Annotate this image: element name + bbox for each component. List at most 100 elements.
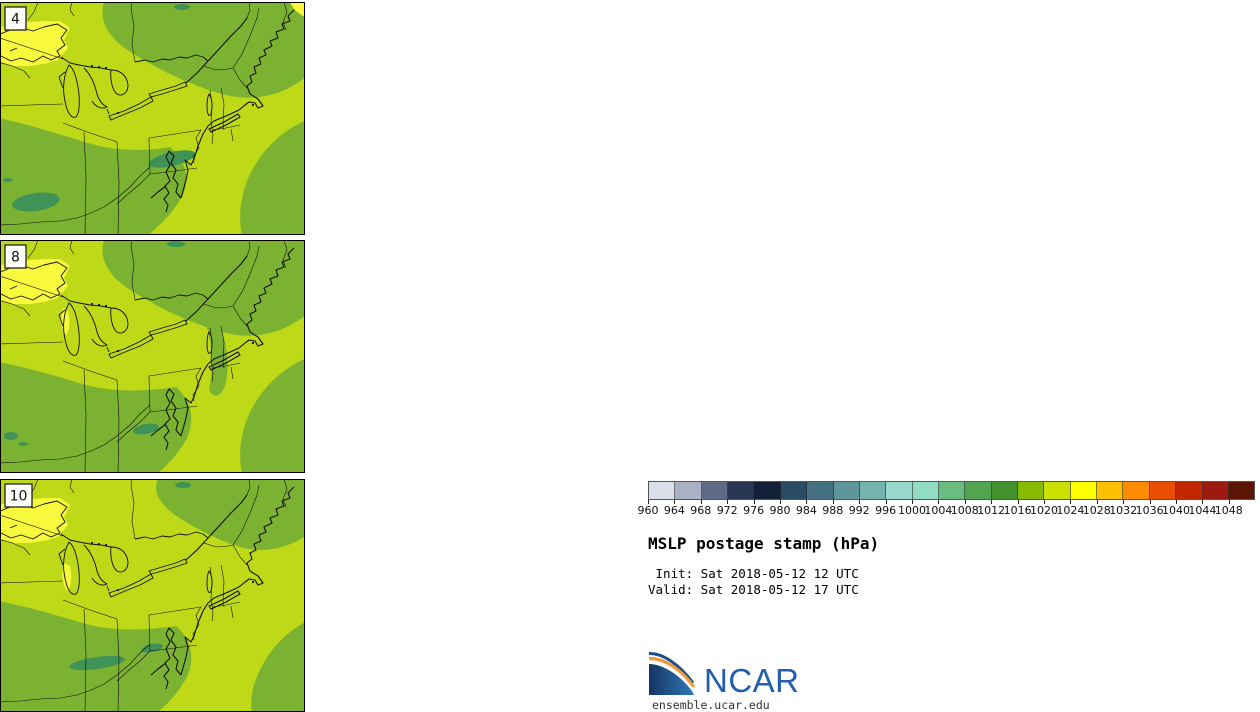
great-lakes-outline	[148, 558, 188, 575]
badge-box	[4, 6, 27, 31]
colorbar-tick-label: 968	[690, 504, 712, 517]
colorbar-tick-label: 996	[875, 504, 897, 517]
member-map-8: 8	[0, 240, 305, 473]
colorbar-segment	[1202, 482, 1229, 499]
coastline	[238, 570, 264, 588]
state-border-line	[220, 564, 225, 608]
colorbar-tick-label: 1008	[950, 504, 979, 517]
great-lakes-outline	[206, 570, 213, 594]
state-border-line	[83, 608, 87, 712]
colorbar-tick	[806, 500, 808, 504]
island-dot	[90, 64, 94, 68]
great-lakes-outline	[63, 64, 80, 118]
state-border-line	[220, 325, 225, 369]
colorbar-tick-label: 1016	[1003, 504, 1032, 517]
state-border-line	[116, 141, 120, 235]
state-border-line	[203, 65, 234, 71]
coastline	[208, 351, 241, 371]
colorbar-tick	[832, 500, 834, 504]
state-border-line	[149, 405, 198, 413]
island-dot	[116, 588, 120, 592]
state-border-line	[230, 605, 234, 619]
coastline	[238, 331, 264, 349]
valid-time: Valid: Sat 2018-05-12 17 UTC	[648, 581, 859, 597]
colorbar-segment	[886, 482, 913, 499]
colorbar-segment	[1149, 482, 1177, 499]
logo-swoosh-body	[649, 664, 694, 695]
state-border-line	[148, 375, 151, 413]
figure-title: MSLP postage stamp (hPa)	[648, 534, 880, 553]
great-lakes-outline	[134, 531, 209, 540]
colorbar-tick	[1202, 500, 1204, 504]
ncar-logo-graphic: NCAR	[648, 651, 799, 699]
great-lakes-outline	[58, 548, 66, 566]
colorbar-segment	[859, 482, 887, 499]
coastline	[185, 494, 248, 561]
state-border-line	[148, 367, 202, 377]
state-border-line	[0, 539, 31, 556]
island-dot	[104, 66, 108, 70]
colorbar-tick-label: 1024	[1056, 504, 1085, 517]
colorbar-tick-label: 1036	[1135, 504, 1164, 517]
great-lakes-outline	[134, 54, 209, 63]
high-pressure-patch	[62, 563, 72, 591]
colorbar-tick	[1096, 500, 1098, 504]
great-lakes-outline	[108, 573, 154, 598]
state-border-line	[0, 62, 31, 79]
state-border-line	[230, 128, 234, 142]
island-dot	[104, 543, 108, 547]
state-border-line	[0, 103, 64, 107]
great-lakes-outline	[60, 294, 80, 304]
state-border-line	[0, 404, 151, 464]
state-border-line	[116, 411, 151, 443]
state-border-line	[246, 240, 251, 257]
colorbar-segment	[1228, 482, 1255, 499]
state-border-line	[116, 173, 151, 205]
coastline	[185, 17, 248, 84]
island-dot	[251, 580, 255, 584]
north-pressure-band	[156, 479, 305, 550]
island-dot	[116, 349, 120, 353]
init-valid-times: Init: Sat 2018-05-12 12 UTC Valid: Sat 2…	[648, 566, 859, 597]
lake-superior-high-pressure-patch	[0, 259, 70, 304]
great-lakes-outline	[148, 319, 188, 336]
south-pressure-band	[0, 601, 192, 712]
colorbar-tick	[780, 500, 781, 504]
state-border-line	[232, 305, 248, 327]
member-number: 10	[10, 489, 28, 505]
colorbar-segment	[780, 482, 808, 499]
state-border-line	[232, 67, 248, 89]
great-lakes-outline	[108, 334, 154, 359]
logo-orange-arc	[648, 656, 696, 688]
low-pressure-spot	[12, 192, 60, 212]
colorbar-tick-label: 992	[848, 504, 870, 517]
state-border-line	[148, 137, 151, 175]
coastline	[180, 363, 209, 437]
colorbar-tick-label: 1000	[898, 504, 926, 517]
colorbar-segment	[1018, 482, 1045, 499]
colorbar-tick-label: 1004	[924, 504, 953, 517]
state-border-line	[0, 300, 31, 317]
init-time: Init: Sat 2018-05-12 12 UTC	[648, 566, 859, 581]
state-border-line	[0, 341, 64, 345]
ensemble-site-url: ensemble.ucar.edu	[652, 698, 770, 712]
state-border-line	[149, 644, 198, 652]
coastline	[208, 113, 241, 133]
state-border-line	[246, 2, 251, 19]
colorbar-tick	[1228, 500, 1230, 504]
colorbar-tick-label: 988	[822, 504, 844, 517]
state-border-line	[116, 618, 120, 712]
state-border-line	[0, 514, 64, 537]
lake-superior-high-pressure-patch	[0, 21, 70, 66]
island-dot	[97, 65, 101, 69]
state-border-line	[148, 614, 151, 652]
coastline	[208, 590, 241, 610]
great-lakes-outline	[58, 71, 66, 89]
colorbar-tick	[1176, 500, 1177, 504]
state-border-line	[192, 606, 202, 641]
low-pressure-spot	[3, 178, 13, 182]
south-pressure-band	[0, 362, 192, 473]
coastline	[180, 125, 209, 199]
great-lakes-outline	[106, 108, 110, 115]
island-dot	[104, 304, 108, 308]
